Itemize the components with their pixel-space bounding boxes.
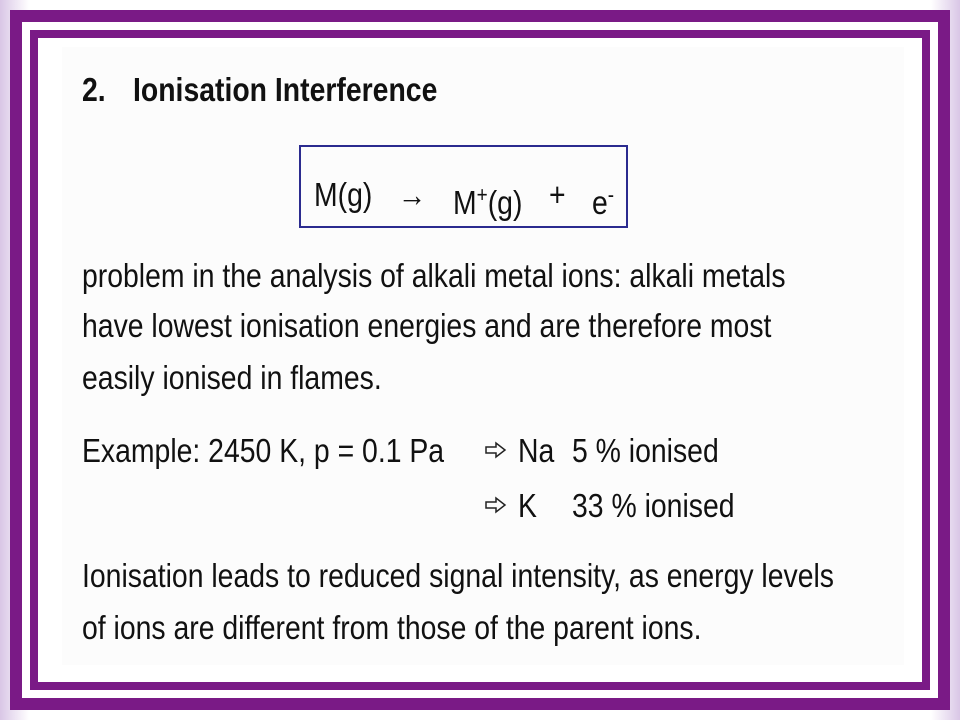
eq-reactant: M(g) bbox=[314, 176, 373, 213]
example-label: Example: 2450 K, p = 0.1 Pa bbox=[82, 432, 445, 469]
eq-arrow: → bbox=[398, 176, 427, 213]
eq-electron-charge: - bbox=[607, 182, 615, 207]
conclusion-line: Ionisation leads to reduced signal inten… bbox=[82, 557, 834, 594]
eq-product: M+(g) bbox=[453, 176, 522, 222]
content-panel bbox=[62, 47, 904, 665]
equation-box bbox=[299, 145, 628, 228]
eq-product-symbol: M bbox=[453, 184, 477, 221]
example-element: K bbox=[518, 487, 537, 524]
paragraph-line: problem in the analysis of alkali metal … bbox=[82, 257, 786, 294]
title: Ionisation Interference bbox=[133, 71, 438, 108]
eq-product-state: (g) bbox=[487, 184, 523, 221]
example-value: 33 % ionised bbox=[572, 487, 735, 524]
paragraph-line: have lowest ionisation energies and are … bbox=[82, 307, 772, 344]
eq-product-charge: + bbox=[476, 182, 488, 207]
title-number: 2. bbox=[82, 71, 106, 108]
example-element: Na bbox=[518, 432, 555, 469]
eq-plus: + bbox=[549, 176, 566, 213]
arrow-icon bbox=[485, 496, 507, 514]
example-value: 5 % ionised bbox=[572, 432, 719, 469]
paragraph-line: easily ionised in flames. bbox=[82, 359, 382, 396]
eq-electron: e- bbox=[592, 176, 614, 222]
conclusion-line: of ions are different from those of the … bbox=[82, 609, 702, 646]
arrow-icon bbox=[485, 441, 507, 459]
eq-electron-symbol: e bbox=[592, 184, 608, 221]
